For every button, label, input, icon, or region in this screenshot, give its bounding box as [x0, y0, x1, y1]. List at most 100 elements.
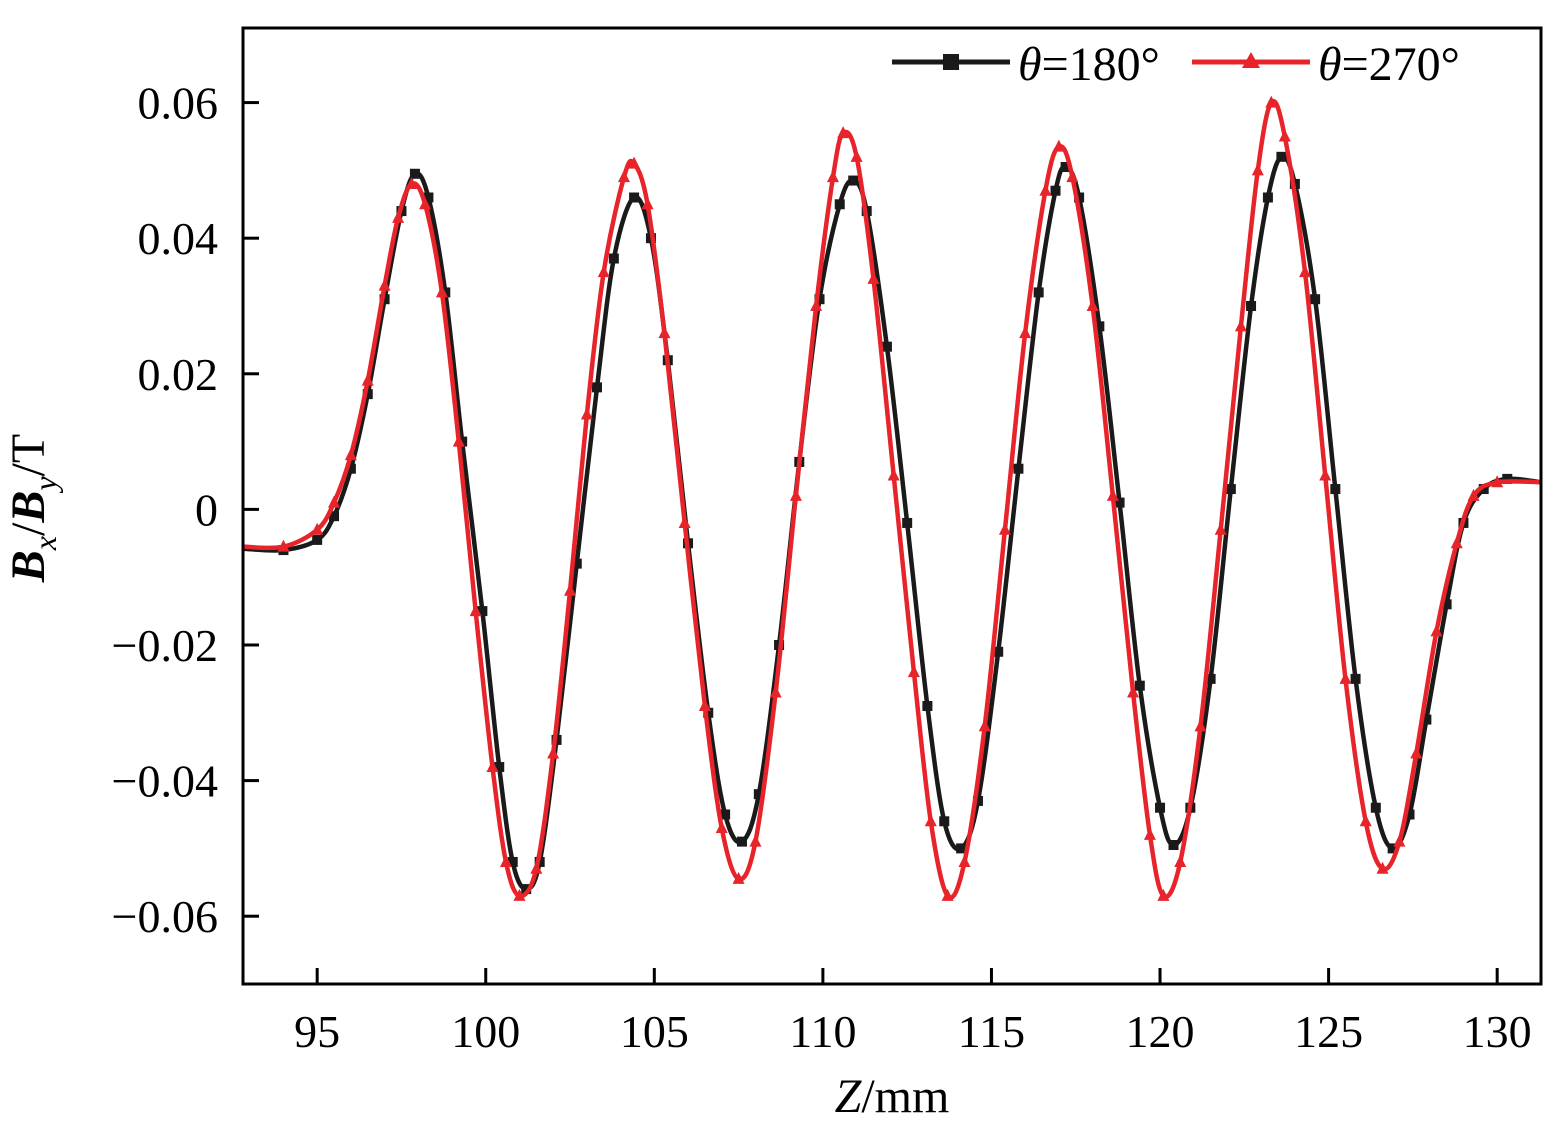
series-layer: [243, 95, 1541, 901]
data-point-0-6: [379, 294, 390, 305]
data-point-1-43: [998, 522, 1011, 535]
data-point-0-33: [848, 175, 859, 186]
data-point-0-43: [1033, 287, 1044, 298]
data-point-0-13: [494, 762, 505, 773]
data-point-0-68: [1478, 484, 1489, 495]
y-ticks: 0.06 0.04 0.02 0 −0.02 −0.04 −0.06: [112, 78, 259, 942]
legend-item-270: θ=270°: [1192, 38, 1460, 91]
data-point-0-50: [1155, 802, 1166, 813]
data-point-1-19: [580, 407, 593, 420]
data-point-0-51: [1168, 840, 1179, 851]
data-point-0-46: [1074, 192, 1085, 203]
data-point-1-7: [392, 210, 405, 223]
data-point-0-42: [1013, 463, 1024, 474]
x-tick-label-110: 110: [789, 1006, 856, 1057]
data-point-1-26: [698, 699, 711, 712]
data-point-0-4: [345, 463, 356, 474]
data-point-1-28: [732, 871, 745, 884]
series-1: [243, 95, 1541, 901]
data-point-0-15: [521, 884, 532, 895]
data-point-0-54: [1225, 484, 1236, 495]
data-point-1-13: [486, 760, 499, 773]
x-tick-label-105: 105: [620, 1006, 689, 1057]
data-point-1-33: [827, 170, 839, 183]
data-point-1-67: [1430, 624, 1443, 637]
data-point-1-5: [361, 373, 374, 386]
data-point-1-30: [769, 685, 782, 698]
data-point-1-57: [1251, 163, 1264, 176]
data-point-0-66: [1441, 599, 1452, 610]
data-point-1-25: [678, 515, 691, 528]
data-point-1-20: [597, 265, 610, 278]
data-point-1-29: [749, 834, 762, 847]
data-point-1-52: [1157, 888, 1170, 901]
data-point-1-37: [887, 468, 900, 481]
x-ticks: 95 100 105 110 115 120 125 130: [294, 968, 1532, 1057]
data-point-1-64: [1376, 861, 1389, 874]
data-point-1-6: [378, 278, 391, 291]
plot-frame: [241, 26, 1543, 986]
data-point-1-40: [941, 888, 954, 901]
data-point-1-56: [1234, 319, 1247, 332]
y-tick-label-5: −0.04: [112, 756, 218, 807]
data-point-1-44: [1019, 326, 1032, 339]
data-point-0-3: [329, 511, 340, 522]
data-point-1-16: [530, 861, 543, 874]
data-point-0-64: [1404, 809, 1415, 820]
data-point-1-10: [435, 285, 448, 298]
data-point-0-59: [1310, 294, 1321, 305]
data-point-1-17: [547, 746, 560, 759]
data-point-0-49: [1134, 680, 1145, 691]
data-point-0-20: [608, 253, 619, 264]
data-point-1-1: [277, 539, 290, 552]
data-point-1-54: [1194, 719, 1207, 732]
data-point-0-25: [703, 707, 714, 718]
data-point-1-63: [1359, 814, 1372, 827]
data-point-0-38: [939, 816, 950, 827]
data-point-0-48: [1114, 497, 1125, 508]
data-point-1-2: [311, 522, 324, 535]
data-point-1-51: [1143, 827, 1156, 840]
data-point-0-45: [1060, 161, 1071, 172]
legend-label-270: θ=270°: [1318, 38, 1460, 91]
data-point-1-59: [1278, 129, 1291, 142]
y-tick-label-6: −0.06: [112, 891, 218, 942]
data-point-1-32: [810, 298, 823, 311]
y-tick-label-3: 0: [195, 484, 218, 535]
data-point-0-21: [629, 192, 640, 203]
data-point-1-31: [789, 488, 802, 501]
data-point-0-8: [409, 168, 420, 179]
data-point-0-40: [972, 795, 983, 806]
x-tick-label-130: 130: [1463, 1006, 1532, 1057]
x-tick-label-115: 115: [958, 1006, 1025, 1057]
data-point-0-41: [993, 646, 1004, 657]
x-tick-label-95: 95: [294, 1006, 340, 1057]
data-point-1-69: [1467, 488, 1480, 501]
data-point-0-60: [1330, 484, 1341, 495]
y-tick-label-4: −0.02: [112, 620, 218, 671]
data-point-0-9: [423, 192, 434, 203]
data-point-0-14: [507, 856, 518, 867]
legend-label-180: θ=180°: [1018, 38, 1160, 91]
y-tick-label-2: 0.02: [138, 349, 219, 400]
data-point-0-56: [1262, 192, 1273, 203]
data-point-0-5: [362, 389, 373, 400]
data-point-0-63: [1387, 843, 1398, 854]
data-point-1-11: [452, 434, 465, 447]
data-point-1-34: [837, 126, 850, 139]
data-point-0-37: [922, 701, 933, 712]
data-point-1-60: [1299, 265, 1311, 278]
data-point-1-23: [641, 197, 654, 210]
data-point-1-27: [715, 821, 728, 834]
y-axis-title: Bx/By/T: [2, 434, 63, 583]
data-point-1-58: [1265, 95, 1278, 108]
data-point-0-12: [477, 606, 488, 617]
data-point-0-26: [720, 809, 731, 820]
data-point-1-53: [1174, 854, 1187, 867]
data-point-1-65: [1393, 834, 1406, 847]
data-point-0-61: [1350, 673, 1361, 684]
data-point-0-28: [753, 789, 764, 800]
data-point-1-49: [1106, 488, 1119, 501]
data-point-1-45: [1039, 183, 1052, 196]
legend: θ=180° θ=270°: [892, 38, 1460, 91]
